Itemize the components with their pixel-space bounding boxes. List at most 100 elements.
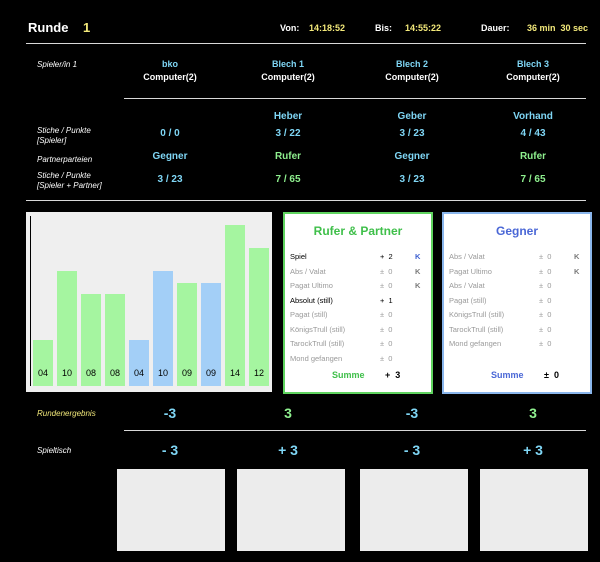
gegner-row-name: Abs / Valat — [449, 281, 485, 290]
runde-label: Runde — [28, 20, 69, 35]
player-type-4: Computer(2) — [506, 72, 560, 82]
stiche-partner-label-1: Stiche / Punkte — [37, 171, 91, 180]
player-stiche-2: 3 / 22 — [275, 128, 301, 139]
partner-stiche-1: 3 / 23 — [157, 174, 183, 185]
rufer-row: Pagat Ultimo ± 0 K — [290, 279, 426, 293]
chart-bar-label: 04 — [37, 368, 48, 378]
ergebnis-3: -3 — [405, 405, 419, 421]
rufer-k-marker: K — [415, 266, 421, 276]
gegner-row-value: ± 0 — [539, 310, 552, 319]
dauer-label: Dauer: — [481, 23, 510, 33]
rufer-row-value: ± 0 — [380, 353, 393, 363]
chart-bar — [129, 340, 149, 386]
rufer-k-marker: K — [415, 252, 421, 261]
player-partei-1: Gegner — [152, 151, 188, 162]
rufer-row-value: ± 0 — [380, 324, 393, 334]
chart-bar-label: 12 — [253, 368, 264, 378]
rufer-row-value: ± 0 — [380, 266, 393, 276]
chart-bar-label: 04 — [133, 368, 144, 378]
rufer-row: KönigsTrull (still) ± 0 — [290, 323, 426, 337]
gegner-row-value: ± 0 — [539, 252, 552, 261]
spieltisch-label: Spieltisch — [37, 446, 72, 455]
spieler-label: Spieler/in 1 — [37, 60, 78, 69]
ergebnis-4: 3 — [529, 405, 537, 421]
gegner-row-value: ± 0 — [539, 281, 552, 290]
rufer-row-name: TarockTrull (still) — [290, 339, 345, 348]
rundenergebnis-label: Rundenergebnis — [37, 409, 96, 418]
card-slot-4[interactable] — [480, 469, 588, 551]
rufer-row: Abs / Valat ± 0 K — [290, 265, 426, 279]
chart-bar — [177, 283, 197, 386]
gegner-row: Pagat Ultimo ± 0 K — [449, 265, 585, 279]
divider-header — [26, 43, 586, 44]
gegner-row: KönigsTrull (still) ± 0 — [449, 308, 585, 322]
chart-bar — [105, 294, 125, 386]
player-name-4: Blech 3 — [516, 59, 549, 69]
chart-bar-label: 08 — [109, 368, 120, 378]
dauer-value: 36 min 30 sec — [527, 23, 589, 33]
card-slot-3[interactable] — [360, 469, 468, 551]
gegner-row-name: Abs / Valat — [449, 252, 485, 261]
chart-bar-label: 09 — [205, 368, 216, 378]
ergebnis-2: 3 — [284, 405, 292, 421]
gegner-k-marker: K — [574, 252, 580, 261]
gegner-row-name: KönigsTrull (still) — [449, 310, 505, 319]
stiche-partner-label-2: [Spieler + Partner] — [37, 181, 102, 190]
gegner-row-value: ± 0 — [539, 266, 552, 276]
card-slot-1[interactable] — [117, 469, 225, 551]
gegner-row: Pagat (still) ± 0 — [449, 294, 585, 308]
player-partei-2: Rufer — [274, 151, 302, 162]
rufer-row-name: Pagat (still) — [290, 310, 328, 319]
gegner-row: Abs / Valat ± 0 K — [449, 250, 585, 264]
gegner-row-name: Pagat (still) — [449, 295, 487, 305]
chart-bar-label: 14 — [229, 368, 240, 378]
gegner-row-value: ± 0 — [539, 295, 552, 305]
chart-y-axis — [30, 216, 31, 386]
player-role-2: Heber — [273, 111, 303, 122]
rufer-sum-label: Summe — [332, 370, 365, 380]
gegner-sum-label: Summe — [491, 370, 524, 380]
tisch-1: - 3 — [161, 442, 179, 458]
chart-bar — [57, 271, 77, 386]
chart-bar — [201, 283, 221, 386]
ergebnis-1: -3 — [163, 405, 177, 421]
rufer-row-name: Spiel — [290, 252, 307, 261]
partner-stiche-3: 3 / 23 — [399, 174, 425, 185]
player-name-3: Blech 2 — [395, 59, 428, 69]
partnerparteien-label: Partnerparteien — [37, 155, 93, 164]
rufer-row-value: + 1 — [380, 295, 393, 305]
chart-bar — [81, 294, 101, 386]
chart-bar-label: 08 — [85, 368, 96, 378]
gegner-row-name: TarockTrull (still) — [449, 324, 504, 334]
rufer-row: Absolut (still) + 1 — [290, 294, 426, 308]
chart-bar — [225, 225, 245, 386]
gegner-row-value: ± 0 — [539, 324, 552, 334]
player-type-2: Computer(2) — [261, 72, 315, 82]
chart-bar-label: 10 — [157, 368, 168, 378]
chart-bar — [153, 271, 173, 386]
player-name-2: Blech 1 — [271, 59, 304, 69]
card-slot-2[interactable] — [237, 469, 345, 551]
rufer-row-name: Abs / Valat — [290, 266, 326, 276]
chart-bar — [33, 340, 53, 386]
rufer-k-marker: K — [415, 281, 421, 290]
divider-ergebnis — [124, 430, 586, 431]
chart-bar-label: 09 — [181, 368, 192, 378]
gegner-row: TarockTrull (still) ± 0 — [449, 323, 585, 337]
gegner-row-name: Pagat Ultimo — [449, 266, 492, 276]
player-partei-4: Rufer — [519, 151, 547, 162]
tricks-bar-chart: 04 10 08 08 04 10 09 09 14 12 — [26, 212, 272, 392]
bis-value: 14:55:22 — [405, 23, 442, 33]
player-stiche-1: 0 / 0 — [160, 128, 180, 139]
gegner-panel: Gegner Abs / Valat ± 0 K Pagat Ultimo ± 0 K Ab… — [442, 212, 592, 394]
rufer-row-name: Pagat Ultimo — [290, 281, 333, 290]
von-value: 14:18:52 — [309, 23, 346, 33]
gegner-panel-title: Gegner — [495, 224, 538, 238]
rufer-row-name: KönigsTrull (still) — [290, 324, 346, 334]
rufer-row: Mond gefangen ± 0 — [290, 352, 426, 366]
stiche-spieler-label-1: Stiche / Punkte — [37, 126, 91, 135]
player-stiche-4: 4 / 43 — [520, 128, 546, 139]
divider-stats — [26, 200, 586, 201]
gegner-k-marker: K — [574, 266, 580, 276]
